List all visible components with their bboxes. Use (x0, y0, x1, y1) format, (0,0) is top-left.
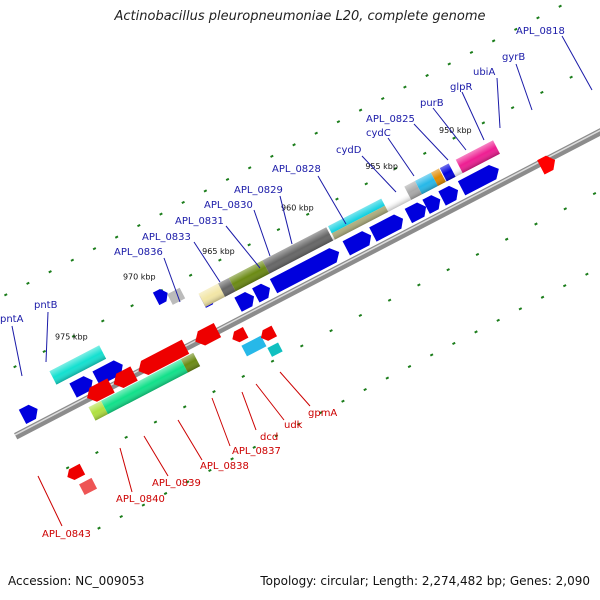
gene-label-apl-0825[interactable]: APL_0825 (366, 114, 415, 125)
gene-block[interactable] (267, 342, 283, 357)
tick-label: 975 kbp (55, 333, 88, 342)
cds-arrow[interactable] (65, 463, 86, 482)
tick-label: 950 kbp (439, 126, 472, 135)
cds-arrow[interactable] (258, 325, 278, 344)
tick-track-mid (13, 61, 600, 470)
reverse-gene-track (65, 322, 283, 496)
accession-text: Accession: NC_009053 (8, 574, 145, 588)
gene-label-apl-0836[interactable]: APL_0836 (114, 247, 163, 258)
gene-labels-forward: APL_0818 gyrB ubiA glpR purB APL_0825 cy… (0, 26, 565, 325)
tick-label: 970 kbp (123, 272, 156, 281)
gene-label-apl-0828[interactable]: APL_0828 (272, 164, 321, 175)
gene-block[interactable] (241, 335, 267, 357)
cds-arrow[interactable] (252, 281, 274, 303)
gene-label-cydc[interactable]: cydC (366, 128, 391, 139)
gene-label-apl-0838[interactable]: APL_0838 (200, 461, 249, 472)
gene-label-pntb[interactable]: pntB (34, 300, 58, 311)
cds-arrow[interactable] (230, 326, 249, 345)
gene-label-udk[interactable]: udk (284, 420, 303, 431)
cds-arrow[interactable] (422, 192, 444, 214)
cds-arrow[interactable] (369, 212, 407, 242)
gene-label-apl-0839[interactable]: APL_0839 (152, 478, 201, 489)
cds-arrow[interactable] (135, 339, 190, 379)
gene-label-apl-0833[interactable]: APL_0833 (142, 232, 191, 243)
scale-labels: 950 kbp 955 kbp 960 kbp 965 kbp 970 kbp … (55, 126, 472, 342)
cds-arrow[interactable] (404, 200, 430, 224)
cds-arrow[interactable] (438, 183, 461, 206)
gene-label-apl-0840[interactable]: APL_0840 (116, 494, 165, 505)
gene-label-apl-0831[interactable]: APL_0831 (175, 216, 224, 227)
tick-label: 955 kbp (365, 162, 398, 171)
cds-arrow[interactable] (457, 162, 503, 196)
gene-label-gpma[interactable]: gpmA (308, 408, 337, 419)
gene-block[interactable] (167, 287, 186, 305)
cds-arrow[interactable] (18, 402, 41, 424)
tick-track-outer (0, 1, 569, 308)
gene-label-purb[interactable]: purB (420, 98, 444, 109)
cds-arrow[interactable] (83, 378, 115, 405)
gene-label-apl-0829[interactable]: APL_0829 (234, 185, 283, 196)
tick-track-inner (97, 223, 600, 530)
tick-label: 960 kbp (281, 204, 314, 213)
gene-label-apl-0837[interactable]: APL_0837 (232, 446, 281, 457)
cds-arrow[interactable] (234, 289, 257, 312)
cds-arrow[interactable] (92, 358, 126, 386)
gene-labels-reverse: gpmA udk dcd APL_0837 APL_0838 APL_0839 … (42, 408, 337, 540)
gene-block[interactable] (79, 477, 98, 496)
forward-gene-track (49, 140, 500, 385)
gene-label-apl-0830[interactable]: APL_0830 (204, 200, 253, 211)
cds-arrow[interactable] (110, 366, 138, 391)
map-title: Actinobacillus pleuropneumoniae L20, com… (114, 9, 486, 24)
gene-label-apl-0843[interactable]: APL_0843 (42, 529, 91, 540)
gene-label-apl-0818[interactable]: APL_0818 (516, 26, 565, 37)
tick-label: 965 kbp (202, 247, 235, 256)
cds-arrow[interactable] (269, 245, 343, 294)
gene-label-glpr[interactable]: glpR (450, 82, 472, 93)
gene-label-cydd[interactable]: cydD (336, 145, 362, 156)
cds-arrow[interactable] (152, 287, 171, 306)
cds-arrow[interactable] (69, 373, 96, 398)
gene-label-pnta[interactable]: pntA (0, 314, 24, 325)
forward-cds-track (18, 153, 559, 424)
cds-arrow[interactable] (537, 153, 559, 175)
gene-label-gyrb[interactable]: gyrB (502, 52, 525, 63)
label-leaders (11, 35, 593, 527)
cds-arrow[interactable] (192, 322, 222, 349)
genome-summary: Topology: circular; Length: 2,274,482 bp… (260, 574, 590, 588)
gene-label-ubia[interactable]: ubiA (473, 67, 495, 78)
gene-label-dcd[interactable]: dcd (260, 432, 278, 443)
cds-arrow[interactable] (342, 228, 375, 256)
